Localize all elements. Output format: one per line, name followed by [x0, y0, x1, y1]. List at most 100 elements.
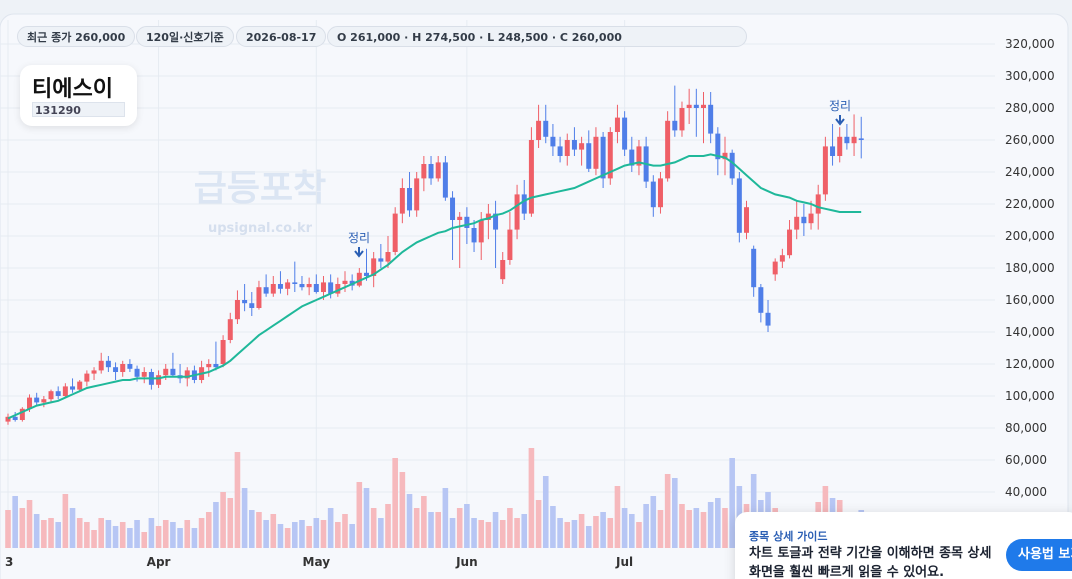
volume-bar	[385, 504, 391, 548]
annotation-arrow	[354, 247, 364, 258]
candle-body	[163, 368, 169, 376]
stock-code: 131290	[32, 102, 125, 117]
volume-bar	[263, 520, 269, 548]
volume-bar	[464, 504, 470, 548]
volume-bar	[370, 508, 377, 548]
candle-body	[514, 194, 520, 230]
candle-body	[679, 108, 685, 131]
candle-body	[751, 248, 757, 288]
candle-body	[98, 360, 104, 371]
volume-bar	[693, 508, 700, 548]
volume-bar	[614, 486, 621, 548]
volume-bar	[521, 514, 528, 548]
candle-body	[62, 386, 68, 396]
candle-body	[435, 162, 441, 179]
volume-bar	[621, 508, 628, 548]
volume-bar	[48, 518, 54, 548]
volume-bar	[91, 530, 97, 548]
volume-bar	[76, 518, 83, 548]
volume-bar	[184, 520, 191, 548]
candle-body	[84, 373, 90, 382]
volume-bar	[62, 494, 69, 548]
candle-body	[70, 386, 76, 390]
volume-bar	[363, 488, 370, 548]
y-tick-label: 80,000	[1005, 421, 1047, 435]
candle-body	[471, 228, 477, 243]
candle-body	[227, 319, 233, 340]
volume-bar	[456, 508, 463, 548]
volume-bar	[485, 522, 492, 548]
candle-body	[55, 391, 61, 396]
candle-body	[586, 143, 592, 169]
candle-body	[256, 287, 262, 308]
candle-body	[543, 120, 549, 137]
guide-title: 종목 상세 가이드	[749, 530, 828, 543]
x-tick-label: Apr	[147, 555, 171, 569]
candle-body	[184, 370, 190, 379]
candle-body	[493, 213, 499, 230]
candle-body	[822, 146, 828, 195]
volume-bar	[335, 522, 341, 548]
volume-bar	[535, 500, 542, 548]
volume-bar	[578, 514, 585, 548]
volume-bar	[421, 496, 427, 548]
candle-body	[729, 152, 735, 179]
candle-body	[794, 216, 800, 230]
candle-body	[91, 370, 97, 374]
y-tick-label: 300,000	[1005, 69, 1055, 83]
candle-body	[27, 397, 33, 409]
candle-body	[120, 364, 126, 372]
volume-bar	[313, 518, 320, 548]
volume-bar	[170, 522, 176, 548]
guide-button[interactable]: 사용법 보기	[1006, 539, 1072, 571]
volume-bar	[679, 504, 685, 548]
y-tick-label: 320,000	[1005, 37, 1055, 51]
y-tick-label: 220,000	[1005, 197, 1055, 211]
candle-body	[693, 104, 699, 108]
candle-body	[722, 152, 728, 160]
volume-bar	[356, 482, 363, 548]
volume-bar	[542, 476, 549, 548]
candle-body	[478, 220, 484, 243]
volume-bar	[127, 528, 133, 548]
candle-body	[629, 149, 635, 166]
x-tick-label: Jun	[455, 555, 478, 569]
volume-bar	[213, 502, 219, 548]
volume-bar	[205, 512, 212, 548]
candle-body	[450, 197, 456, 220]
volume-bar	[198, 518, 205, 548]
candle-body	[320, 282, 326, 292]
y-tick-label: 180,000	[1005, 261, 1055, 275]
volume-bar	[105, 520, 112, 548]
candle-body	[801, 216, 807, 224]
candle-body	[41, 399, 47, 403]
candle-body	[242, 300, 248, 304]
candle-body	[292, 282, 298, 284]
volume-bar	[177, 528, 183, 548]
volume-bar	[342, 514, 348, 548]
candle-body	[407, 188, 413, 211]
volume-bar	[643, 504, 649, 548]
volume-bar	[672, 478, 678, 548]
candle-body	[808, 213, 814, 224]
volume-bar	[306, 526, 312, 548]
volume-bar	[148, 518, 155, 548]
x-tick-label: Jul	[615, 555, 633, 569]
volume-bar	[55, 522, 61, 548]
volume-bar	[399, 472, 406, 548]
candle-body	[550, 136, 556, 147]
candle-body	[657, 178, 663, 208]
candle-body	[536, 120, 542, 140]
chip: O 261,000 · H 274,500 · L 248,500 · C 26…	[327, 26, 747, 47]
volume-bar	[191, 528, 198, 548]
candle-body	[141, 372, 147, 377]
candle-body	[787, 229, 793, 256]
candle-body	[557, 146, 563, 156]
candle-body	[385, 252, 391, 262]
volume-bar	[220, 492, 226, 548]
x-tick-label: May	[303, 555, 331, 569]
candle-body	[521, 194, 527, 214]
volume-bar	[19, 508, 26, 548]
volume-bar	[299, 520, 305, 548]
